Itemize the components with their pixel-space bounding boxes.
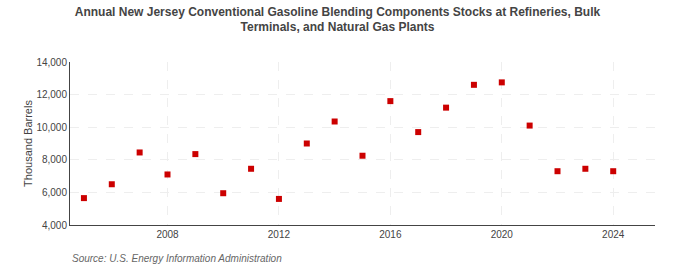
svg-text:2008: 2008 <box>156 229 179 240</box>
svg-text:Annual New Jersey Conventional: Annual New Jersey Conventional Gasoline … <box>75 5 601 35</box>
svg-text:8,000: 8,000 <box>42 154 67 165</box>
svg-text:2016: 2016 <box>379 229 402 240</box>
svg-text:6,000: 6,000 <box>42 187 67 198</box>
svg-text:14,000: 14,000 <box>36 57 67 68</box>
svg-text:Thousand Barrels: Thousand Barrels <box>22 100 34 187</box>
svg-text:4,000: 4,000 <box>42 220 67 231</box>
svg-text:Source: U.S. Energy Informatio: Source: U.S. Energy Information Administ… <box>72 253 282 264</box>
svg-text:2012: 2012 <box>268 229 291 240</box>
svg-text:12,000: 12,000 <box>36 89 67 100</box>
svg-text:2024: 2024 <box>602 229 625 240</box>
svg-text:2020: 2020 <box>491 229 514 240</box>
svg-text:10,000: 10,000 <box>36 122 67 133</box>
